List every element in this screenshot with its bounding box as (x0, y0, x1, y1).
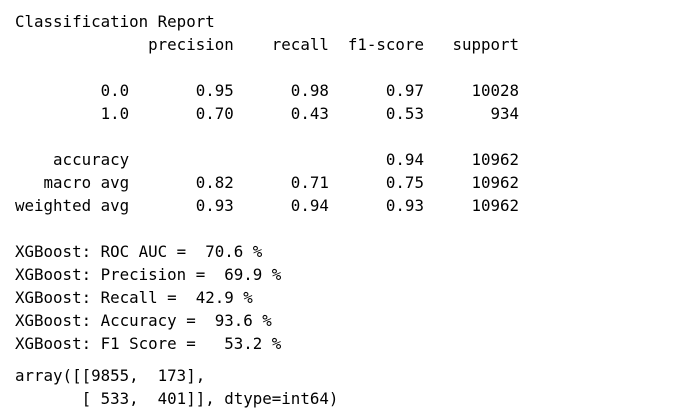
report-row-class-0: 0.0 0.95 0.98 0.97 10028 (15, 81, 520, 100)
metric-f1-score: XGBoost: F1 Score = 53.2 % (15, 334, 282, 353)
classification-report-output: Classification Report precision recall f… (15, 10, 519, 217)
report-header-row: precision recall f1-score support (15, 35, 520, 54)
metric-roc-auc: XGBoost: ROC AUC = 70.6 % (15, 242, 263, 261)
metrics-output: XGBoost: ROC AUC = 70.6 % XGBoost: Precis… (15, 240, 281, 355)
report-row-class-1: 1.0 0.70 0.43 0.53 934 (15, 104, 520, 123)
metric-recall: XGBoost: Recall = 42.9 % (15, 288, 253, 307)
report-row-accuracy: accuracy 0.94 10962 (15, 150, 520, 169)
report-blank-line (15, 56, 519, 79)
report-row-weighted-avg: weighted avg 0.93 0.94 0.93 10962 (15, 196, 520, 215)
report-blank-line (15, 125, 519, 148)
report-row-macro-avg: macro avg 0.82 0.71 0.75 10962 (15, 173, 520, 192)
report-title: Classification Report (15, 12, 215, 31)
confusion-matrix-row-1: array([[9855, 173], (15, 366, 206, 385)
confusion-matrix-output: array([[9855, 173], [ 533, 401]], dtype=… (15, 364, 338, 410)
metric-accuracy: XGBoost: Accuracy = 93.6 % (15, 311, 272, 330)
metric-precision: XGBoost: Precision = 69.9 % (15, 265, 282, 284)
confusion-matrix-row-2: [ 533, 401]], dtype=int64) (15, 389, 339, 408)
